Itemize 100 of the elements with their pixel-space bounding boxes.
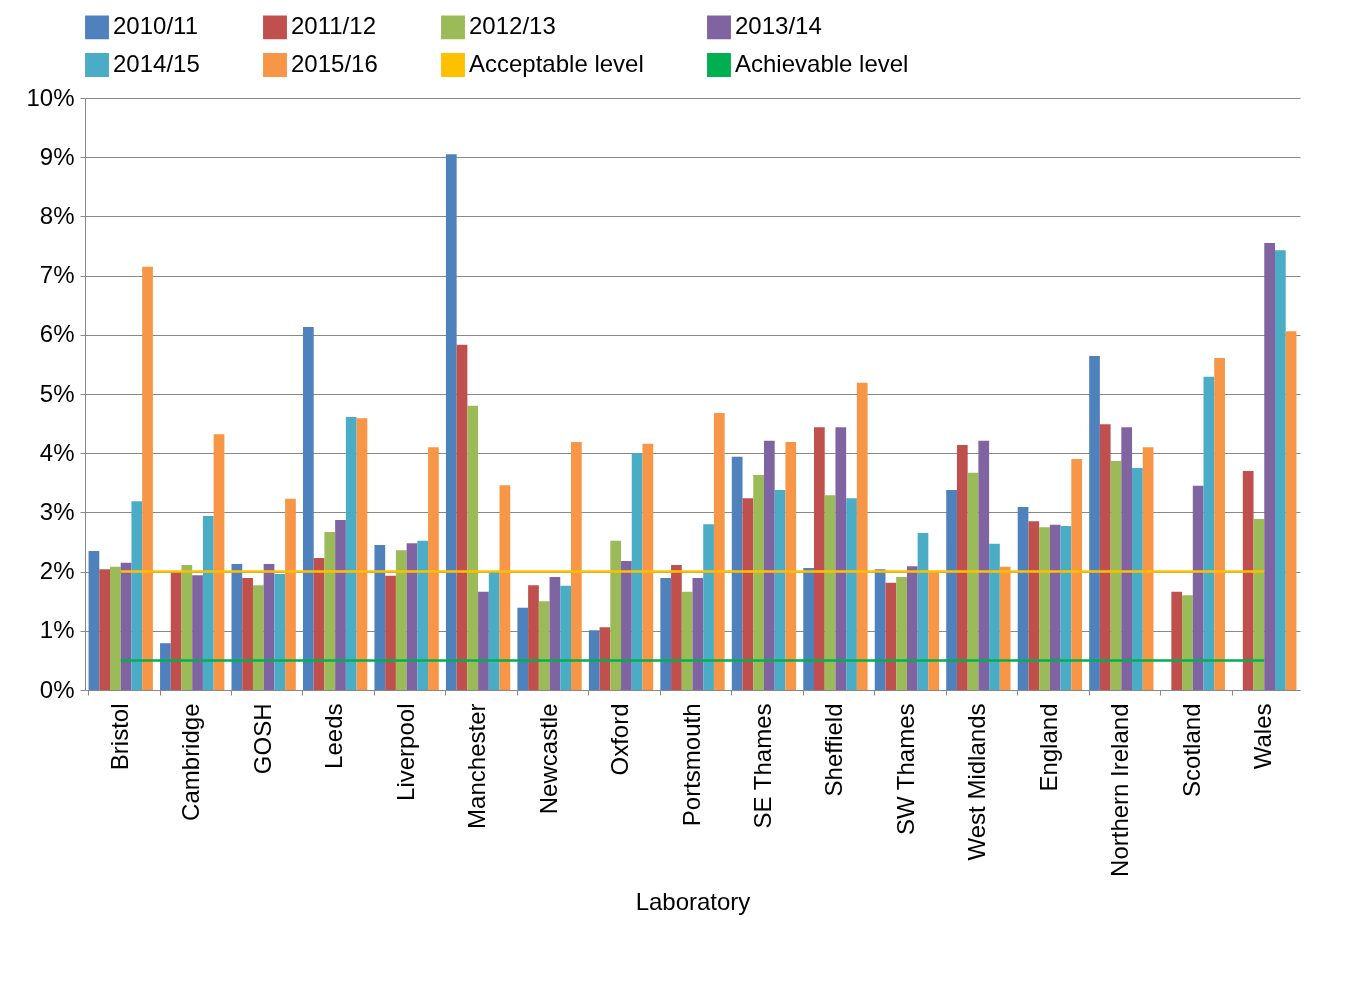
y-tick-label: 9% [39,142,75,170]
bar [989,543,1000,690]
bar [131,501,143,690]
legend-label: 2015/16 [291,50,378,77]
x-tick-label: SW Thames [891,703,919,836]
bar [1214,357,1225,690]
bar [731,456,743,690]
x-tick-label: Liverpool [391,703,419,801]
y-tick-label: 7% [39,261,75,289]
bar [274,573,286,690]
bar [803,568,814,690]
bar [946,489,957,690]
bar [621,560,632,690]
y-tick-label: 1% [39,616,75,644]
legend-label: Achievable level [735,50,909,77]
bar [610,540,622,690]
bar [1264,243,1275,690]
legend-label: 2014/15 [113,50,200,77]
bar [1242,470,1254,690]
bar [588,630,600,690]
x-tick-label: SE Thames [748,703,776,829]
bar [324,531,336,690]
bar [417,540,429,690]
x-tick-label: Oxford [606,703,634,776]
bar [1171,591,1183,690]
bar [406,543,418,690]
bar [445,154,457,690]
y-tick-label: 3% [39,497,75,525]
bar [703,524,714,690]
y-tick-label: 8% [39,201,75,229]
bar [906,566,918,690]
bar [142,266,153,690]
x-tick-label: Scotland [1177,703,1205,797]
y-tick-label: 10% [26,83,75,111]
x-tick-label: GOSH [248,703,276,775]
bar [528,585,539,690]
x-tick-label: Newcastle [534,703,562,815]
bar [467,405,479,690]
bar [374,544,386,690]
bar [1182,595,1193,690]
bar [456,344,468,690]
bar [1039,527,1050,690]
x-tick-label: Cambridge [177,703,205,821]
bar [428,447,439,690]
bar [160,643,171,690]
bar [814,427,825,690]
bar [999,566,1011,690]
x-tick-label: Leeds [320,703,348,769]
bar [110,566,121,690]
x-tick-label: Northern Ireland [1106,703,1134,877]
bar [1192,485,1204,690]
bar [478,591,489,690]
bar [1274,250,1286,690]
bar [1203,376,1215,690]
bar [835,427,847,690]
bar [692,578,704,690]
bar [671,565,682,690]
bar [681,591,693,690]
bar [1110,460,1122,690]
bar [896,576,907,690]
bar [1142,447,1154,690]
x-tick-label: England [1034,703,1062,792]
bar [660,578,672,690]
bar [631,453,643,690]
bar [1028,521,1040,690]
bar [1017,507,1029,690]
bar [956,444,968,690]
bar [774,489,786,690]
bar [978,440,990,690]
bar [560,585,571,690]
y-tick-label: 6% [39,320,75,348]
bar [1071,459,1083,690]
bar [1049,524,1061,690]
x-tick-label: Manchester [463,703,491,829]
bar [753,475,764,690]
y-tick-label: 4% [39,438,75,466]
bar [252,585,264,690]
bar [538,601,550,690]
bar [285,498,296,690]
legend-label: 2011/12 [291,12,376,40]
bar [1253,518,1265,690]
x-tick-label: Wales [1249,703,1277,770]
bar [335,520,346,690]
bar [1132,468,1143,690]
legend-label: 2013/14 [735,12,822,40]
bar [88,550,100,690]
bar [1089,356,1100,690]
bar [713,412,725,690]
legend-label: Acceptable level [469,50,644,77]
bar [928,571,940,690]
bar [846,498,857,690]
bar [213,434,225,690]
bar [1099,424,1111,690]
bar [488,572,500,690]
legend-label: 2012/13 [469,12,556,40]
bar [202,515,214,690]
bar [785,441,797,690]
bar [242,578,253,690]
y-tick-label: 2% [39,557,75,585]
legend-label: 2010/11 [113,12,198,40]
